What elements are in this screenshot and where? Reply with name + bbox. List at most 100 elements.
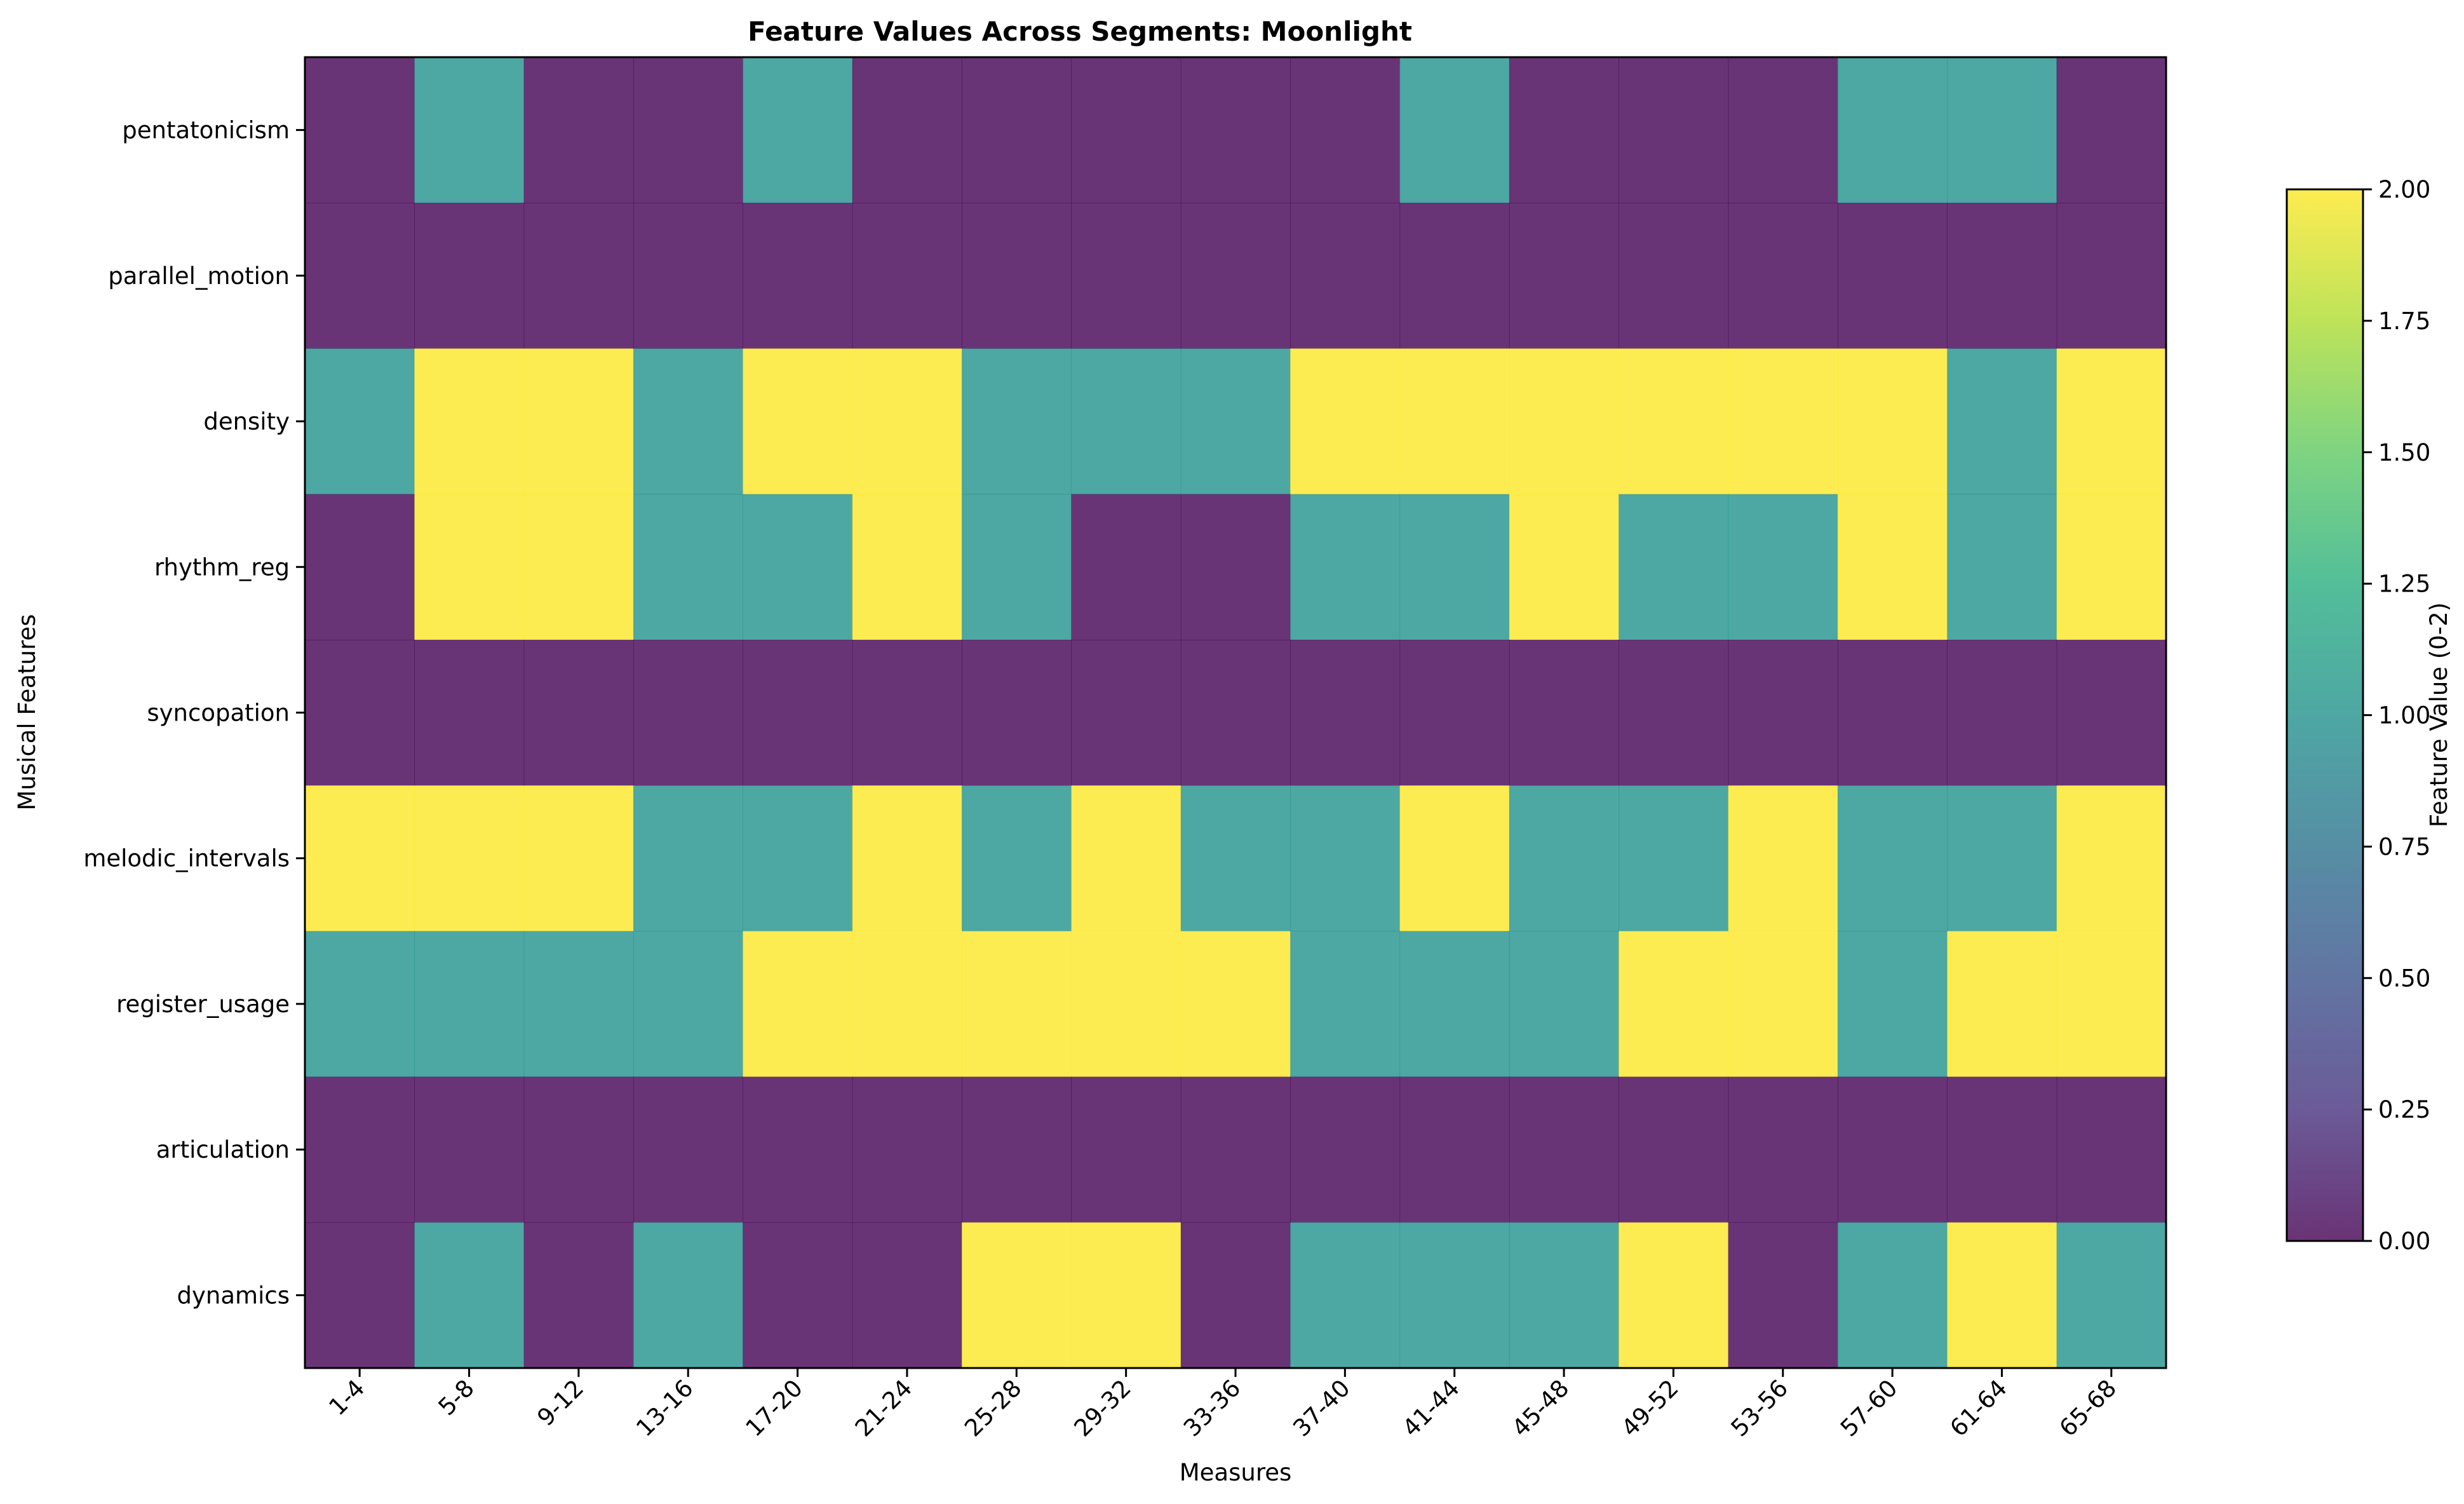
heatmap-cell [962, 203, 1072, 349]
x-axis-label: Measures [1180, 1459, 1292, 1486]
heatmap-cell [523, 494, 634, 640]
heatmap-cell [523, 639, 634, 786]
heatmap-cell [633, 203, 744, 349]
colorbar-tick-label: 1.25 [2378, 571, 2430, 598]
x-tick-label: 21-24 [850, 1374, 917, 1442]
heatmap-cell [1509, 1222, 1619, 1369]
heatmap-cell [523, 785, 634, 932]
x-tick-label: 41-44 [1397, 1374, 1465, 1442]
heatmap-cell [414, 203, 525, 349]
heatmap-cell [633, 57, 744, 203]
heatmap-cell [2056, 203, 2167, 349]
heatmap-cell [1947, 494, 2057, 640]
heatmap-cell [1509, 203, 1619, 349]
heatmap-cell [1071, 931, 1182, 1078]
heatmap-cell [1509, 348, 1619, 495]
heatmap-cell [1180, 931, 1291, 1078]
heatmap-cell [1728, 1222, 1838, 1369]
heatmap-cell [1728, 1076, 1838, 1223]
heatmap-cell [1619, 348, 1729, 495]
heatmap-cell [2056, 1222, 2167, 1369]
heatmap-cell [1399, 639, 1510, 786]
heatmap-cell [1180, 494, 1291, 640]
heatmap-cell [1399, 785, 1510, 932]
heatmap-cell [962, 1222, 1072, 1369]
x-tick-label: 17-20 [741, 1374, 808, 1442]
heatmap-cell [523, 57, 634, 203]
heatmap-cell [1290, 348, 1401, 495]
heatmap-cell [1509, 785, 1619, 932]
heatmap-cell [1290, 785, 1401, 932]
heatmap-cell [1619, 639, 1729, 786]
heatmap-cell [1071, 348, 1182, 495]
heatmap-cell [1071, 785, 1182, 932]
colorbar-tick-label: 0.00 [2378, 1228, 2430, 1255]
heatmap-cell [1509, 57, 1619, 203]
x-tick-label: 61-64 [1944, 1374, 2012, 1442]
colorbar-tick-label: 1.50 [2378, 439, 2430, 466]
heatmap-cell [1509, 494, 1619, 640]
heatmap-cell [852, 639, 962, 786]
heatmap-cell [1071, 1222, 1182, 1369]
x-tick-label: 49-52 [1616, 1374, 1683, 1442]
heatmap-cell [1290, 57, 1401, 203]
heatmap-cell [2056, 348, 2167, 495]
heatmap-cell [743, 494, 853, 640]
y-tick-label: dynamics [177, 1282, 290, 1309]
heatmap-cell [1399, 1222, 1510, 1369]
heatmap-cell [743, 931, 853, 1078]
heatmap-cell [1071, 1076, 1182, 1223]
heatmap-cell [1837, 785, 1948, 932]
y-tick-label: rhythm_reg [154, 553, 290, 581]
heatmap-cell [1947, 931, 2057, 1078]
colorbar-tick-label: 2.00 [2378, 176, 2430, 203]
heatmap-cell [1180, 785, 1291, 932]
heatmap-cell [1399, 348, 1510, 495]
heatmap-cell [1947, 1222, 2057, 1369]
heatmap-cell [305, 639, 415, 786]
heatmap-cell [414, 494, 525, 640]
x-tick-label: 65-68 [2054, 1374, 2122, 1442]
heatmap-cell [1399, 203, 1510, 349]
x-tick-label: 37-40 [1288, 1374, 1355, 1442]
heatmap-cell [743, 203, 853, 349]
heatmap-cell [1619, 57, 1729, 203]
heatmap-cell [1399, 1076, 1510, 1223]
heatmap-cell [852, 348, 962, 495]
heatmap-cell [1071, 203, 1182, 349]
y-tick-label: parallel_motion [108, 262, 290, 290]
y-tick-label: melodic_intervals [83, 845, 290, 872]
heatmap-cell [1728, 203, 1838, 349]
heatmap-cell [305, 57, 415, 203]
heatmap-cell [1290, 494, 1401, 640]
heatmap-cell [1509, 639, 1619, 786]
heatmap-cell [962, 57, 1072, 203]
heatmap-cell [1180, 1222, 1291, 1369]
heatmap-cell [852, 931, 962, 1078]
heatmap-cell [2056, 1076, 2167, 1223]
heatmap-cell [743, 1222, 853, 1369]
heatmap-cell [1947, 785, 2057, 932]
heatmap-cell [2056, 931, 2167, 1078]
heatmap-cell [2056, 494, 2167, 640]
x-tick-label: 13-16 [631, 1374, 698, 1442]
heatmap-cell [1947, 639, 2057, 786]
heatmap-cell [305, 931, 415, 1078]
heatmap-cell [852, 1076, 962, 1223]
heatmap-cell [852, 785, 962, 932]
heatmap-cell [1290, 1222, 1401, 1369]
heatmap-cell [633, 639, 744, 786]
heatmap-cell [1509, 1076, 1619, 1223]
heatmap-cell [1399, 57, 1510, 203]
x-tick-label: 57-60 [1835, 1374, 1902, 1442]
heatmap-cell [1728, 57, 1838, 203]
chart-title: Feature Values Across Segments: Moonligh… [748, 16, 1412, 47]
heatmap-cell [962, 348, 1072, 495]
heatmap-cell [1619, 1222, 1729, 1369]
heatmap-cell [1837, 931, 1948, 1078]
heatmap-cell [1947, 57, 2057, 203]
heatmap-cell [962, 931, 1072, 1078]
heatmap-cell [1619, 785, 1729, 932]
heatmap-cell [1837, 494, 1948, 640]
